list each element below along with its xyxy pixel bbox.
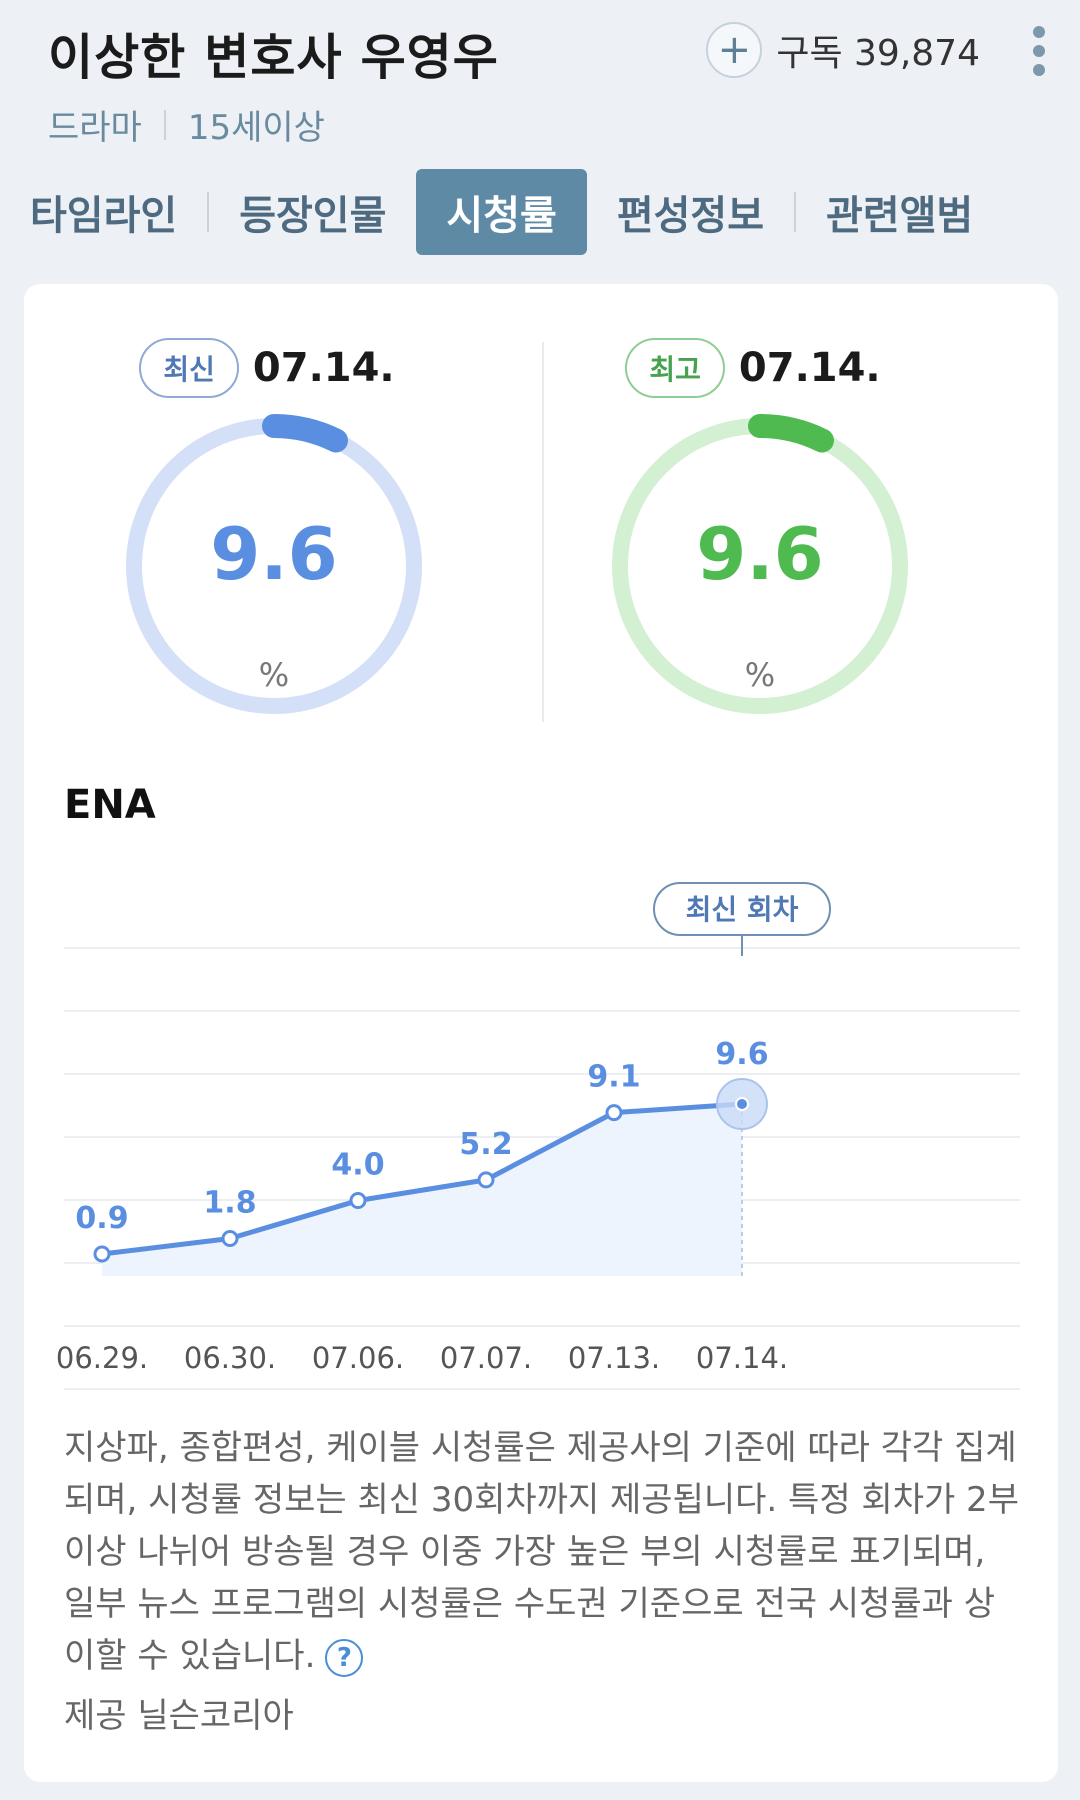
- ratings-card: 최신 07.14. 9.6 % 최고 07.14. 9.6 % ENA 0.9 0…: [24, 284, 1058, 1782]
- meta-divider: [163, 109, 166, 140]
- best-badge: 최고: [625, 338, 725, 398]
- best-date: 07.14.: [738, 345, 881, 391]
- tab-schedule[interactable]: 편성정보: [616, 193, 765, 239]
- latest-unit: %: [258, 656, 290, 694]
- data-label: 0.9: [75, 1201, 128, 1236]
- x-tick-label: 07.06.: [312, 1341, 404, 1375]
- data-point: [221, 1229, 239, 1247]
- data-label: 9.1: [587, 1060, 640, 1095]
- dot-icon: [1033, 45, 1045, 57]
- ring-progress: [262, 414, 348, 453]
- dot-icon: [1033, 26, 1045, 38]
- data-label: 1.8: [203, 1185, 256, 1220]
- best-gauge: 최고 07.14. 9.6 %: [510, 338, 996, 738]
- latest-gauge: 최신 07.14. 9.6 %: [24, 338, 510, 738]
- best-value: 9.6: [696, 512, 824, 596]
- latest-date: 07.14.: [252, 345, 395, 391]
- data-point: [349, 1192, 367, 1210]
- area-fill: [102, 1104, 742, 1276]
- data-label: 9.6: [715, 1037, 768, 1072]
- data-point: [477, 1171, 495, 1189]
- tab-divider: [207, 192, 210, 232]
- ratings-line-chart: 0.9 06.29. 1.8 06.30. 4.0 07.06. 5.2 07.07. 9.1 0…: [56, 882, 1020, 1375]
- section-divider: [64, 1388, 1020, 1390]
- tab-ratings[interactable]: 시청률: [416, 169, 587, 255]
- header: 이상한 변호사 우영우 + 구독 39,874 드라마 15세이상 타임라인 등…: [0, 0, 1080, 270]
- best-ring-gauge: [612, 414, 908, 714]
- data-label: 4.0: [331, 1148, 384, 1183]
- callout-box: [653, 882, 831, 936]
- best-unit: %: [744, 656, 776, 694]
- program-meta: 드라마 15세이상: [48, 100, 325, 149]
- x-tick-label: 07.13.: [568, 1341, 660, 1375]
- channel-label: ENA: [64, 782, 156, 828]
- latest-ring-gauge: [126, 414, 422, 714]
- subscribe-group: + 구독 39,874: [706, 22, 980, 78]
- tab-characters[interactable]: 등장인물: [239, 193, 387, 239]
- ring-progress: [748, 414, 834, 453]
- tab-bar: 타임라인 등장인물 시청률 편성정보 관련앨범: [0, 168, 1080, 256]
- genre-link[interactable]: 드라마: [48, 108, 142, 148]
- age-rating: 15세이상: [187, 108, 325, 148]
- x-tick-label: 06.30.: [184, 1341, 276, 1375]
- page-title: 이상한 변호사 우영우: [48, 29, 499, 86]
- tab-albums[interactable]: 관련앨범: [826, 193, 974, 239]
- x-tick-label: 06.29.: [56, 1341, 148, 1375]
- data-label: 5.2: [459, 1127, 512, 1162]
- latest-badge: 최신: [139, 338, 239, 398]
- dot-icon: [1033, 64, 1045, 76]
- data-point: [735, 1097, 749, 1111]
- help-icon[interactable]: ?: [325, 1638, 364, 1677]
- data-point: [93, 1245, 111, 1263]
- notice-text: 지상파, 종합편성, 케이블 시청률은 제공사의 기준에 따라 각각 집계되며,…: [64, 1428, 1019, 1676]
- ratings-notice: 지상파, 종합편성, 케이블 시청률은 제공사의 기준에 따라 각각 집계되며,…: [64, 1422, 1024, 1682]
- gauge-divider: [542, 342, 544, 722]
- data-point: [605, 1104, 623, 1122]
- plus-icon: +: [717, 27, 752, 73]
- subscribe-count[interactable]: 구독 39,874: [776, 33, 980, 74]
- tab-timeline[interactable]: 타임라인: [30, 193, 178, 239]
- x-tick-label: 07.07.: [440, 1341, 532, 1375]
- callout-label: 최신 회차: [686, 893, 799, 926]
- x-tick-label: 07.14.: [696, 1341, 788, 1375]
- subscribe-plus-button[interactable]: +: [706, 22, 763, 78]
- latest-value: 9.6: [210, 512, 338, 596]
- series-line: [101, 1101, 743, 1257]
- more-options-button[interactable]: [1032, 26, 1046, 76]
- data-provider: 제공 닐슨코리아: [64, 1696, 294, 1736]
- tab-divider: [794, 192, 797, 232]
